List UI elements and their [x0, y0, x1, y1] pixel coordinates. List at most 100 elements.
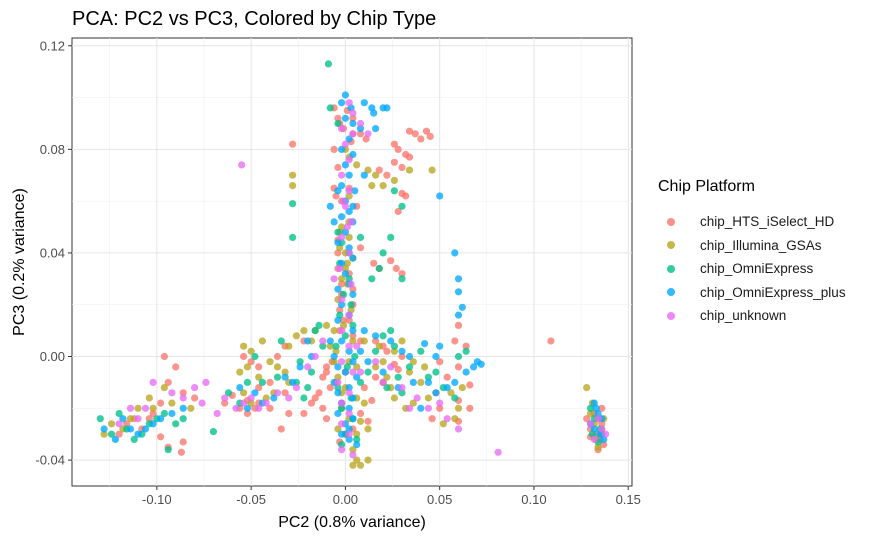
data-point — [590, 425, 598, 433]
data-point — [277, 337, 285, 345]
data-point — [191, 394, 199, 402]
data-point — [126, 425, 135, 433]
data-point — [364, 358, 372, 366]
data-point — [338, 125, 346, 133]
data-point — [372, 347, 380, 355]
data-point — [339, 316, 348, 324]
data-point — [345, 389, 353, 397]
data-point — [398, 163, 406, 172]
data-point — [370, 259, 378, 267]
data-point — [432, 368, 440, 376]
data-point — [405, 166, 414, 174]
data-point — [164, 446, 172, 454]
data-point — [458, 384, 466, 392]
data-point — [447, 389, 455, 397]
data-point — [402, 192, 410, 200]
data-point — [266, 358, 274, 366]
data-point — [345, 135, 353, 143]
data-point — [364, 368, 372, 376]
data-point — [405, 363, 414, 371]
data-point — [353, 435, 361, 443]
data-point — [179, 415, 187, 423]
data-point — [319, 342, 327, 350]
data-point — [394, 365, 402, 374]
data-point — [454, 352, 463, 361]
data-point — [383, 373, 391, 381]
data-point — [345, 311, 353, 319]
data-point — [345, 187, 353, 195]
data-point — [273, 389, 282, 397]
data-point — [462, 342, 470, 350]
data-point — [349, 368, 357, 376]
data-point — [326, 384, 334, 392]
x-axis-title: PC2 (0.8% variance) — [278, 514, 426, 531]
legend-title: Chip Platform — [658, 178, 755, 195]
data-point — [398, 270, 406, 278]
data-point — [243, 409, 251, 418]
data-point — [436, 404, 444, 412]
data-point — [353, 456, 361, 464]
data-point — [115, 430, 123, 438]
data-point — [353, 441, 361, 449]
data-point — [349, 150, 357, 159]
data-point — [356, 378, 365, 386]
data-point — [345, 233, 353, 241]
data-point — [334, 187, 342, 195]
data-point — [458, 303, 466, 311]
data-point — [353, 373, 361, 381]
data-point — [390, 187, 398, 195]
data-point — [383, 347, 391, 355]
data-point — [179, 389, 187, 397]
data-point — [224, 389, 233, 397]
data-point — [322, 321, 331, 329]
data-point — [334, 316, 342, 324]
data-point — [356, 119, 365, 128]
data-point — [326, 202, 334, 210]
data-point — [240, 399, 248, 407]
data-point — [338, 99, 346, 107]
data-point — [341, 332, 349, 340]
data-point — [338, 399, 346, 407]
y-tick-label: -0.04 — [35, 453, 65, 468]
data-point — [296, 358, 304, 366]
data-point — [247, 394, 255, 402]
data-point — [240, 352, 248, 361]
legend-item-unknown: chip_unknown — [658, 304, 846, 328]
data-point — [334, 363, 342, 371]
data-point — [349, 337, 357, 345]
data-point — [100, 425, 108, 433]
data-point — [304, 384, 312, 392]
data-point — [221, 394, 229, 402]
data-point — [289, 182, 297, 190]
legend-dot — [667, 288, 675, 297]
data-point — [243, 378, 251, 386]
data-point — [379, 332, 387, 340]
data-point — [334, 228, 342, 236]
data-point — [251, 352, 259, 361]
data-point — [421, 363, 429, 371]
data-point — [168, 409, 176, 418]
data-point — [330, 145, 338, 153]
data-point — [338, 275, 346, 283]
data-point — [390, 140, 398, 148]
data-point — [273, 373, 282, 381]
data-point — [285, 409, 293, 418]
data-point — [345, 207, 353, 216]
data-point — [345, 249, 353, 257]
data-point — [345, 156, 353, 164]
data-point — [240, 342, 248, 350]
y-tick-label: 0.04 — [40, 245, 65, 260]
data-point — [345, 409, 353, 418]
data-point — [368, 396, 376, 405]
data-point — [123, 420, 131, 428]
data-point — [262, 394, 270, 402]
data-point — [141, 404, 150, 412]
data-point — [349, 415, 357, 423]
data-point — [319, 337, 327, 345]
legend: Chip Platform chip_HTS_iSelect_HD chip_I… — [658, 178, 846, 328]
data-point — [338, 213, 346, 221]
data-point — [266, 378, 274, 386]
data-point — [334, 373, 342, 381]
data-point — [443, 384, 451, 392]
data-point — [149, 378, 157, 386]
